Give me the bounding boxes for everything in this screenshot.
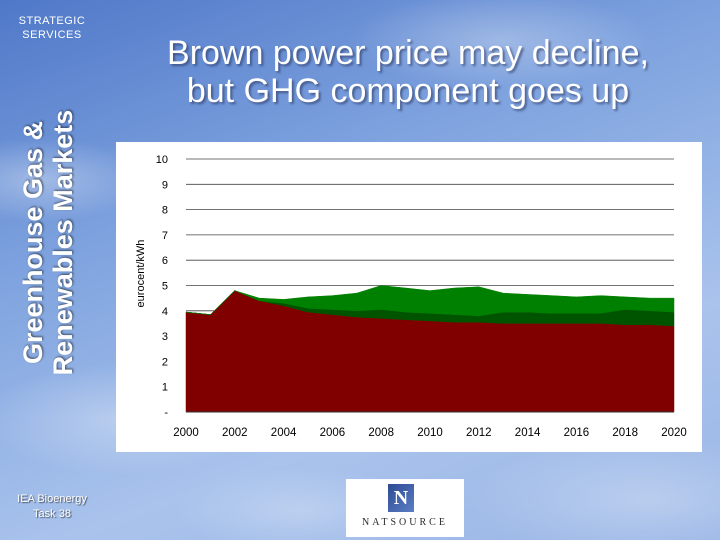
x-tick-label-2016: 2016 <box>564 427 590 439</box>
y-tick-label-9: 9 <box>162 179 168 191</box>
slide-title: Brown power price may decline, but GHG c… <box>108 34 708 110</box>
iea-footer-label: IEA Bioenergy Task 38 <box>6 492 98 522</box>
y-tick-label-5: 5 <box>162 281 168 293</box>
x-tick-label-2002: 2002 <box>222 427 248 439</box>
x-tick-label-2014: 2014 <box>515 427 541 439</box>
y-tick-label-2: 2 <box>162 356 168 368</box>
x-tick-label-2000: 2000 <box>173 427 199 439</box>
x-tick-label-2018: 2018 <box>612 427 638 439</box>
sidebar: STRATEGIC SERVICES Greenhouse Gas & Rene… <box>0 0 104 540</box>
x-tick-label-2020: 2020 <box>661 427 687 439</box>
y-tick-label-0: - <box>164 407 168 419</box>
x-tick-label-2004: 2004 <box>271 427 297 439</box>
x-tick-label-2008: 2008 <box>368 427 394 439</box>
logo-wordmark: NATSOURCE <box>346 517 464 528</box>
x-tick-label-2010: 2010 <box>417 427 443 439</box>
y-tick-label-7: 7 <box>162 230 168 242</box>
natsource-logo: N NATSOURCE <box>346 479 464 537</box>
logo-mark-letter: N <box>388 484 414 512</box>
y-tick-label-10: 10 <box>156 154 168 166</box>
vertical-section-title: Greenhouse Gas & Renewables Markets <box>18 40 78 445</box>
logo-n-icon: N <box>388 484 414 512</box>
x-tick-label-2012: 2012 <box>466 427 492 439</box>
y-tick-label-1: 1 <box>162 382 168 394</box>
x-tick-label-2006: 2006 <box>320 427 346 439</box>
y-tick-label-3: 3 <box>162 331 168 343</box>
area-chart: - 1 2 3 4 5 6 7 8 9 10 2000 2002 2004 2006 2008 2010 2012… <box>116 142 702 452</box>
chart-panel: - 1 2 3 4 5 6 7 8 9 10 2000 2002 2004 2006 2008 2010 2012… <box>116 142 702 452</box>
y-tick-label-4: 4 <box>162 306 168 318</box>
brand-label: STRATEGIC SERVICES <box>8 14 96 42</box>
y-axis-title: eurocent/kWh <box>135 240 147 308</box>
y-tick-label-8: 8 <box>162 205 168 217</box>
y-tick-label-6: 6 <box>162 255 168 267</box>
